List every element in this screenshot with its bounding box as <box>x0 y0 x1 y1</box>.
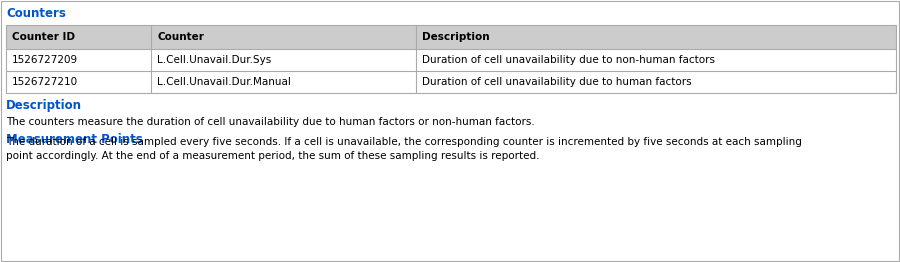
Text: Counter ID: Counter ID <box>12 32 75 42</box>
Bar <box>6 25 896 93</box>
Text: 1526727210: 1526727210 <box>12 77 78 87</box>
Text: Duration of cell unavailability due to non-human factors: Duration of cell unavailability due to n… <box>422 55 715 65</box>
Text: Measurement Points: Measurement Points <box>6 133 143 146</box>
Text: L.Cell.Unavail.Dur.Sys: L.Cell.Unavail.Dur.Sys <box>157 55 271 65</box>
Bar <box>6 25 896 49</box>
Bar <box>6 71 896 93</box>
Text: The counters measure the duration of cell unavailability due to human factors or: The counters measure the duration of cel… <box>6 117 535 127</box>
Bar <box>6 49 896 71</box>
Text: Description: Description <box>6 99 82 112</box>
Text: L.Cell.Unavail.Dur.Manual: L.Cell.Unavail.Dur.Manual <box>157 77 291 87</box>
Text: Counters: Counters <box>6 7 66 20</box>
Text: Description: Description <box>422 32 490 42</box>
Text: Counter: Counter <box>157 32 204 42</box>
Text: 1526727209: 1526727209 <box>12 55 78 65</box>
Text: The duration of a cell is sampled every five seconds. If a cell is unavailable, : The duration of a cell is sampled every … <box>6 137 802 161</box>
Text: Duration of cell unavailability due to human factors: Duration of cell unavailability due to h… <box>422 77 691 87</box>
